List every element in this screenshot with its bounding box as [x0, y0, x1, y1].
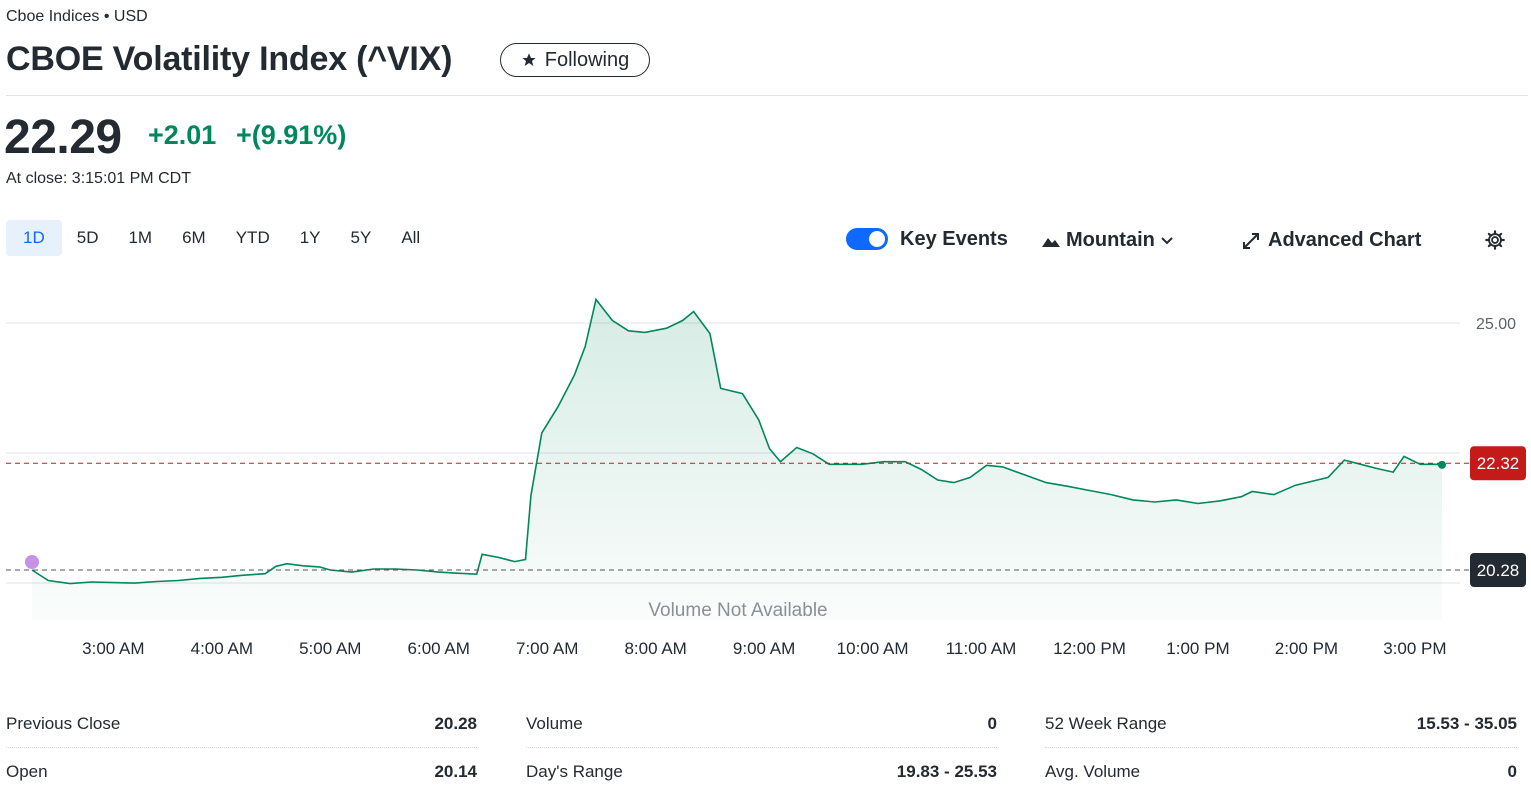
price-change: +2.01 [148, 120, 217, 150]
x-tick-label: 4:00 AM [191, 639, 253, 658]
x-tick-label: 6:00 AM [408, 639, 470, 658]
tab-all[interactable]: All [401, 228, 421, 247]
tab-1m[interactable]: 1M [128, 228, 153, 247]
volume-note: Volume Not Available [648, 600, 827, 621]
x-tick-label: 12:00 PM [1053, 639, 1126, 658]
current-price: 22.29 [4, 111, 122, 164]
key-event-marker[interactable] [25, 555, 39, 569]
stat-value: 15.53 - 35.05 [1416, 713, 1517, 733]
stat-row: Open 20.14 [6, 748, 477, 796]
stat-value: 20.28 [434, 713, 477, 733]
tab-1d[interactable]: 1D [6, 220, 62, 256]
advanced-chart-label: Advanced Chart [1268, 229, 1422, 251]
x-tick-label: 9:00 AM [733, 639, 795, 658]
range-tabs: 1D 5D 1M 6M YTD 1Y 5Y All [6, 220, 435, 256]
stat-label: Open [6, 762, 48, 781]
following-label: Following [544, 48, 630, 71]
chart-type-label: Mountain [1066, 229, 1155, 251]
x-tick-label: 5:00 AM [299, 639, 361, 658]
price-line [31, 297, 1443, 585]
x-tick-label: 7:00 AM [516, 639, 578, 658]
stat-row: 52 Week Range 15.53 - 35.05 [1045, 700, 1517, 748]
x-tick-label: 3:00 PM [1383, 639, 1446, 658]
stat-label: Day's Range [526, 762, 623, 781]
x-tick-label: 10:00 AM [837, 639, 909, 658]
key-events-toggle[interactable] [846, 228, 888, 250]
expand-icon [1243, 232, 1259, 249]
stat-row: Previous Close 20.28 [6, 700, 477, 748]
stat-row: Volume 0 [526, 700, 997, 748]
previous-close-tag-text: 20.28 [1477, 561, 1520, 580]
header-divider [6, 95, 1528, 96]
last-price-dot [1438, 460, 1446, 469]
advanced-chart-button[interactable]: Advanced Chart [1242, 229, 1421, 252]
x-tick-label: 3:00 AM [82, 639, 144, 658]
stat-value: 20.14 [434, 762, 477, 781]
price-area [32, 299, 1442, 620]
stat-value: 0 [987, 713, 997, 733]
tab-ytd[interactable]: YTD [235, 228, 270, 247]
tab-5d[interactable]: 5D [76, 228, 99, 247]
price-change-percent: +(9.91%) [236, 120, 347, 150]
stat-label: Avg. Volume [1045, 762, 1141, 781]
stat-value: 19.83 - 25.53 [896, 762, 997, 781]
mountain-icon [1042, 237, 1060, 247]
price-chart[interactable]: 25.00 22.32 20.28 Volume Not Available 3… [0, 280, 1531, 670]
toggle-knob [869, 231, 885, 247]
star-icon [522, 53, 536, 66]
tab-6m[interactable]: 6M [182, 228, 206, 247]
following-button[interactable]: Following [500, 43, 650, 77]
stat-label: Previous Close [6, 713, 121, 733]
stat-value: 0 [1507, 762, 1517, 781]
x-tick-label: 11:00 AM [946, 639, 1017, 658]
stat-row: Day's Range 19.83 - 25.53 [526, 748, 997, 796]
x-tick-label: 2:00 PM [1275, 639, 1338, 658]
gear-icon[interactable] [1484, 229, 1506, 251]
exchange-label: Cboe Indices • USD [6, 8, 148, 25]
stat-row: Avg. Volume 0 [1045, 748, 1517, 796]
current-price-tag: 22.32 [1470, 446, 1526, 481]
x-tick-label: 8:00 AM [624, 639, 686, 658]
close-time: At close: 3:15:01 PM CDT [6, 170, 191, 187]
key-events-label[interactable]: Key Events [900, 228, 1008, 250]
tab-5y[interactable]: 5Y [350, 228, 372, 247]
current-price-tag-text: 22.32 [1477, 454, 1520, 473]
page-title: CBOE Volatility Index (^VIX) [6, 40, 453, 78]
chart-type-dropdown[interactable]: Mountain [1042, 229, 1173, 252]
y-tick-label: 25.00 [1476, 316, 1516, 333]
stat-label: Volume [526, 713, 583, 733]
previous-close-tag: 20.28 [1470, 553, 1526, 587]
x-tick-label: 1:00 PM [1166, 639, 1229, 658]
chevron-down-icon [1161, 236, 1173, 244]
stat-label: 52 Week Range [1045, 713, 1167, 733]
tab-1y[interactable]: 1Y [299, 228, 321, 247]
